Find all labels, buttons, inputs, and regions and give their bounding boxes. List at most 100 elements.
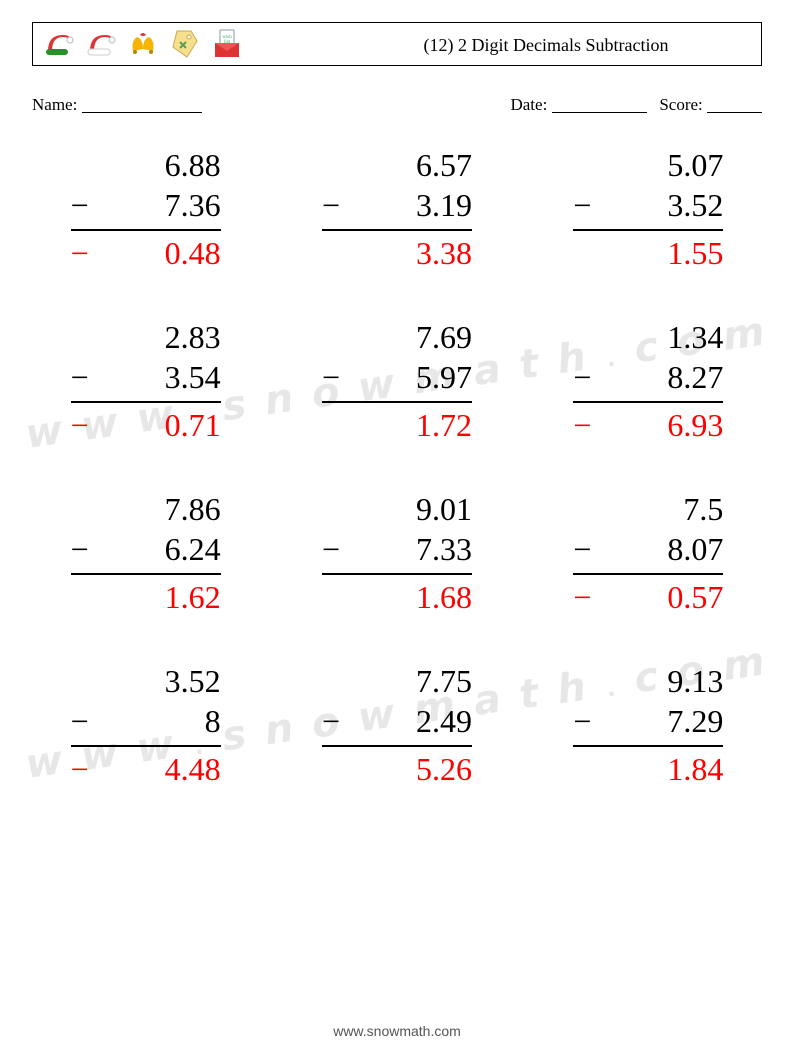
problem: 9.13 −7.29 1.84 [573, 661, 723, 789]
name-label: Name: [32, 95, 77, 115]
subtrahend: 2.49 [348, 701, 472, 741]
minuend: 6.57 [348, 145, 472, 185]
problem: 3.52 −8 −4.48 [71, 661, 221, 789]
minus-sign: − [71, 357, 97, 397]
answer-sign: − [573, 405, 599, 445]
subtrahend: 3.52 [599, 185, 723, 225]
minuend: 2.83 [97, 317, 221, 357]
worksheet-page: wish list (12) 2 Digit Decimals Subtract… [0, 0, 794, 1053]
minuend: 9.01 [348, 489, 472, 529]
answer-sign [71, 577, 97, 617]
minuend: 1.34 [599, 317, 723, 357]
info-line: Name: Date: Score: [32, 95, 762, 115]
minus-sign: − [322, 185, 348, 225]
minuend: 7.86 [97, 489, 221, 529]
rule-line [322, 745, 472, 747]
minuend: 9.13 [599, 661, 723, 701]
footer-link: www.snowmath.com [0, 1023, 794, 1039]
tag-icon [169, 27, 201, 59]
rule-line [322, 401, 472, 403]
answer-sign: − [71, 233, 97, 273]
subtrahend: 8.07 [599, 529, 723, 569]
subtrahend: 7.29 [599, 701, 723, 741]
minus-sign: − [322, 529, 348, 569]
minuend: 7.75 [348, 661, 472, 701]
problem: 7.75 −2.49 5.26 [322, 661, 472, 789]
subtrahend: 7.36 [97, 185, 221, 225]
answer: 0.71 [97, 405, 221, 445]
subtrahend: 3.54 [97, 357, 221, 397]
answer: 6.93 [599, 405, 723, 445]
minuend: 6.88 [97, 145, 221, 185]
minuend: 3.52 [97, 661, 221, 701]
subtrahend: 8 [97, 701, 221, 741]
header-box: wish list (12) 2 Digit Decimals Subtract… [32, 22, 762, 66]
rule-line [573, 745, 723, 747]
problem: 2.83 −3.54 −0.71 [71, 317, 221, 445]
problem: 7.5 −8.07 −0.57 [573, 489, 723, 617]
problem: 7.86 −6.24 1.62 [71, 489, 221, 617]
answer: 3.38 [348, 233, 472, 273]
santa-hat-red-icon [85, 27, 117, 59]
rule-line [573, 401, 723, 403]
answer: 1.72 [348, 405, 472, 445]
date-blank[interactable] [552, 95, 647, 113]
problem: 1.34 −8.27 −6.93 [573, 317, 723, 445]
answer-sign [322, 577, 348, 617]
answer: 1.55 [599, 233, 723, 273]
minus-sign: − [71, 185, 97, 225]
answer-sign: − [71, 405, 97, 445]
problem: 7.69 −5.97 1.72 [322, 317, 472, 445]
answer-sign [322, 749, 348, 789]
score-blank[interactable] [707, 95, 762, 113]
answer: 1.68 [348, 577, 472, 617]
rule-line [71, 401, 221, 403]
santa-hat-green-icon [43, 27, 75, 59]
rule-line [71, 229, 221, 231]
minuend: 7.69 [348, 317, 472, 357]
subtrahend: 6.24 [97, 529, 221, 569]
worksheet-title: (12) 2 Digit Decimals Subtraction [331, 23, 761, 67]
bells-icon [127, 27, 159, 59]
minus-sign: − [573, 701, 599, 741]
answer-sign [573, 749, 599, 789]
envelope-icon: wish list [211, 27, 243, 59]
rule-line [71, 573, 221, 575]
subtrahend: 5.97 [348, 357, 472, 397]
name-blank[interactable] [82, 95, 202, 113]
rule-line [322, 229, 472, 231]
minus-sign: − [573, 529, 599, 569]
subtrahend: 7.33 [348, 529, 472, 569]
answer: 0.48 [97, 233, 221, 273]
answer: 5.26 [348, 749, 472, 789]
problem: 6.57 −3.19 3.38 [322, 145, 472, 273]
problem-grid: 6.88 −7.36 −0.48 6.57 −3.19 3.38 5.07 −3… [60, 145, 734, 789]
answer-sign [573, 233, 599, 273]
icon-strip: wish list [43, 27, 243, 59]
answer-sign [322, 233, 348, 273]
subtrahend: 8.27 [599, 357, 723, 397]
answer: 0.57 [599, 577, 723, 617]
rule-line [71, 745, 221, 747]
minuend: 5.07 [599, 145, 723, 185]
minus-sign: − [71, 701, 97, 741]
subtrahend: 3.19 [348, 185, 472, 225]
answer: 1.62 [97, 577, 221, 617]
minus-sign: − [71, 529, 97, 569]
answer: 1.84 [599, 749, 723, 789]
score-label: Score: [659, 95, 702, 115]
answer-sign [322, 405, 348, 445]
rule-line [573, 229, 723, 231]
minuend: 7.5 [599, 489, 723, 529]
date-label: Date: [510, 95, 547, 115]
minus-sign: − [573, 357, 599, 397]
problem: 9.01 −7.33 1.68 [322, 489, 472, 617]
rule-line [322, 573, 472, 575]
problem: 5.07 −3.52 1.55 [573, 145, 723, 273]
answer-sign: − [71, 749, 97, 789]
minus-sign: − [322, 701, 348, 741]
answer: 4.48 [97, 749, 221, 789]
answer-sign: − [573, 577, 599, 617]
rule-line [573, 573, 723, 575]
problem: 6.88 −7.36 −0.48 [71, 145, 221, 273]
